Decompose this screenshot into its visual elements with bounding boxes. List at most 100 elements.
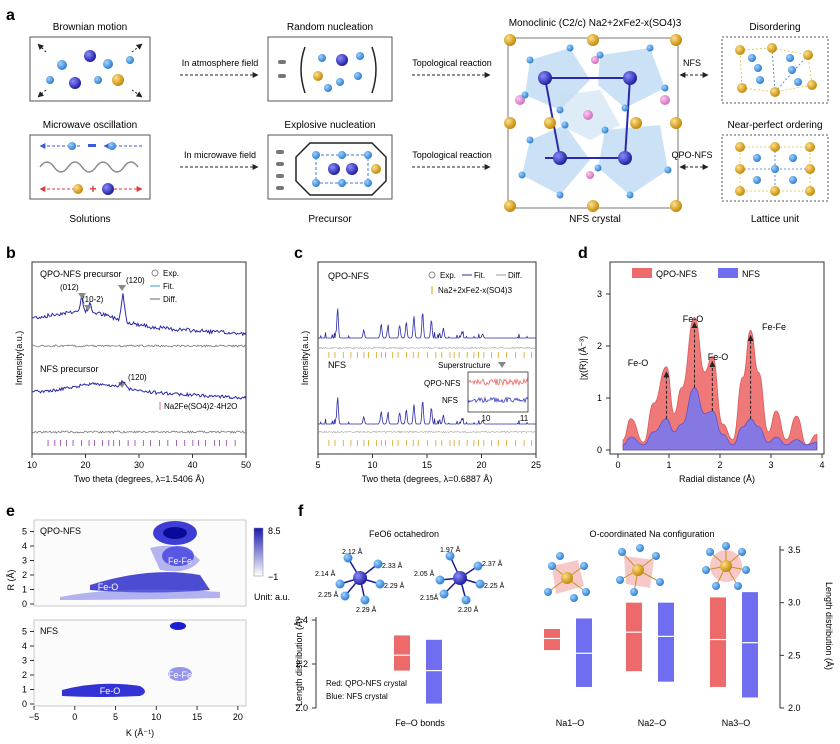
b-x-ticks: 10 20 30 40 50 <box>27 454 251 470</box>
f-oct2-bond-5: 2.15Å <box>420 593 439 602</box>
e-bottom-feo: Fe-O <box>100 686 121 696</box>
c-inset-title: Superstructure <box>438 361 491 370</box>
e-x-tick-label: 10 <box>151 712 161 722</box>
b-top-pattern <box>31 293 247 337</box>
e-y-ticks: 0 0 1 1 2 2 3 3 4 4 5 5 <box>22 527 34 709</box>
d-x-tick-label: 0 <box>615 460 620 470</box>
f-oct2-bond-3: 2.05 Å <box>414 569 435 578</box>
c-reference-ticks-bottom <box>328 440 532 446</box>
f-left-title: FeO6 octahedron <box>369 529 439 539</box>
panel-label-e: e <box>6 503 15 520</box>
e-x-ticks: −5 0 5 10 15 20 <box>29 706 243 722</box>
step-title-explosive: Explosive nucleation <box>284 120 375 131</box>
e-x-tick-label: 20 <box>233 712 243 722</box>
e-bottom-fefe: Fe-Fe <box>168 670 192 680</box>
b-top-title: QPO-NFS precursor <box>40 269 122 279</box>
panel-label-b: b <box>6 245 16 262</box>
c-x-tick-label: 5 <box>315 460 320 470</box>
c-inset-tick-10: 10 <box>482 414 491 423</box>
d-ylabel: |χ(R)| (Å⁻³) <box>578 336 588 380</box>
e-y-tick-label: 4 <box>22 641 27 651</box>
d-peak-label-3: Fe-O <box>708 352 729 362</box>
panel-label-c: c <box>294 245 303 262</box>
f-group-na1: Na1–O <box>556 718 585 728</box>
f-na1-configuration <box>544 552 590 602</box>
e-y-tick-label: 3 <box>22 556 27 566</box>
b-x-tick-label: 20 <box>80 460 90 470</box>
e-x-tick-label: −5 <box>29 712 39 722</box>
f-y-ticks-right: 2.0 2.5 3.0 3.5 <box>780 545 801 713</box>
plot-d-frame <box>609 261 825 455</box>
e-y-tick-label: 0 <box>22 699 27 709</box>
e-y-tick-label: 4 <box>22 541 27 551</box>
svg-text:+: + <box>89 182 96 196</box>
b-ylabel: Intensity(a.u.) <box>14 331 24 386</box>
f-oct1-bond-1: 2.12 Å <box>342 547 363 556</box>
c-x-tick-label: 20 <box>476 460 486 470</box>
microwave-box <box>29 134 151 200</box>
explosive-nucleation <box>276 142 387 196</box>
f-right-title: O-coordinated Na configuration <box>589 529 714 539</box>
panel-label-a: a <box>6 7 15 24</box>
step-title-brownian: Brownian motion <box>53 22 127 33</box>
f-legend-red: Red: QPO-NFS crystal <box>326 679 407 688</box>
f-oct1-bond-5: 2.25 Å <box>318 590 339 599</box>
brownian-particles <box>37 43 143 98</box>
b-peak-marker <box>78 293 86 299</box>
f-box-nfs <box>742 592 758 698</box>
d-legend-swatch-qpo <box>632 268 652 278</box>
c-ylabel: Intensity(a.u.) <box>300 331 310 386</box>
arrow-label-atmosphere: In atmosphere field <box>182 58 259 68</box>
footer-nfs-crystal: NFS crystal <box>569 214 621 225</box>
random-nucleation <box>278 46 377 94</box>
c-inset-nfs-label: NFS <box>442 396 458 405</box>
d-peak-label-2: Fe-O <box>683 314 704 324</box>
step-title-ordering: Near-perfect ordering <box>727 120 822 131</box>
ordering-box <box>721 134 829 202</box>
c-legend-fit: Fit. <box>474 271 485 280</box>
step-title-microwave: Microwave oscillation <box>43 120 137 131</box>
e-xlabel: K (Å⁻¹) <box>126 728 154 738</box>
f-y-tick-label-left: 2.4 <box>295 615 308 625</box>
c-legend-diff: Diff. <box>508 271 522 280</box>
e-y-tick-label: 2 <box>22 570 27 580</box>
f-y-tick-label-right: 2.0 <box>788 703 801 713</box>
f-ylabel-right: Length distribution (Å) <box>824 582 834 670</box>
b-legend-fit: Fit. <box>163 282 174 291</box>
disordered-lattice <box>735 43 817 97</box>
b-x-tick-label: 10 <box>27 460 37 470</box>
e-unit: Unit: a.u. <box>254 592 290 602</box>
b-peak-120-top: (120) <box>126 276 145 285</box>
brownian-box <box>29 36 151 102</box>
nfs-crystal-structure <box>504 34 682 212</box>
f-ylabel-left: Length distribution (Å) <box>294 618 304 706</box>
f-oct2-bond-4: 2.25 Å <box>484 581 505 590</box>
f-na3-configuration <box>702 542 750 590</box>
e-y-tick-label: 2 <box>22 670 27 680</box>
f-box-nfs <box>426 639 442 704</box>
d-legend-qpo: QPO-NFS <box>656 269 697 279</box>
b-legend-diff: Diff. <box>163 295 177 304</box>
f-length-boxes <box>394 592 758 704</box>
arrow-label-nfs: NFS <box>683 58 701 68</box>
f-octahedron-qpo <box>335 553 385 605</box>
e-cbar-max: 8.5 <box>268 526 281 536</box>
panel-f: f FeO6 octahedron O-coordinated Na confi… <box>294 503 834 728</box>
e-y-tick-label: 1 <box>22 585 27 595</box>
e-y-tick-label: 5 <box>22 627 27 637</box>
d-area-qpo <box>622 316 818 451</box>
c-legend-exp: Exp. <box>440 271 456 280</box>
explosive-box <box>267 134 393 200</box>
f-group-feo: Fe–O bonds <box>395 718 445 728</box>
b-reference-ticks <box>47 440 236 446</box>
c-bottom-title: NFS <box>328 360 346 370</box>
e-top-features <box>60 521 220 600</box>
c-bottom-pattern <box>318 397 536 425</box>
arrow-label-microwave: In microwave field <box>184 150 256 160</box>
c-ref-label: Na2+2xFe2-x(SO4)3 <box>438 286 513 295</box>
d-x-tick-label: 1 <box>666 460 671 470</box>
f-group-na2: Na2–O <box>638 718 667 728</box>
d-x-tick-label: 2 <box>717 460 722 470</box>
d-x-tick-label: 3 <box>768 460 773 470</box>
b-bottom-diff <box>31 430 247 434</box>
